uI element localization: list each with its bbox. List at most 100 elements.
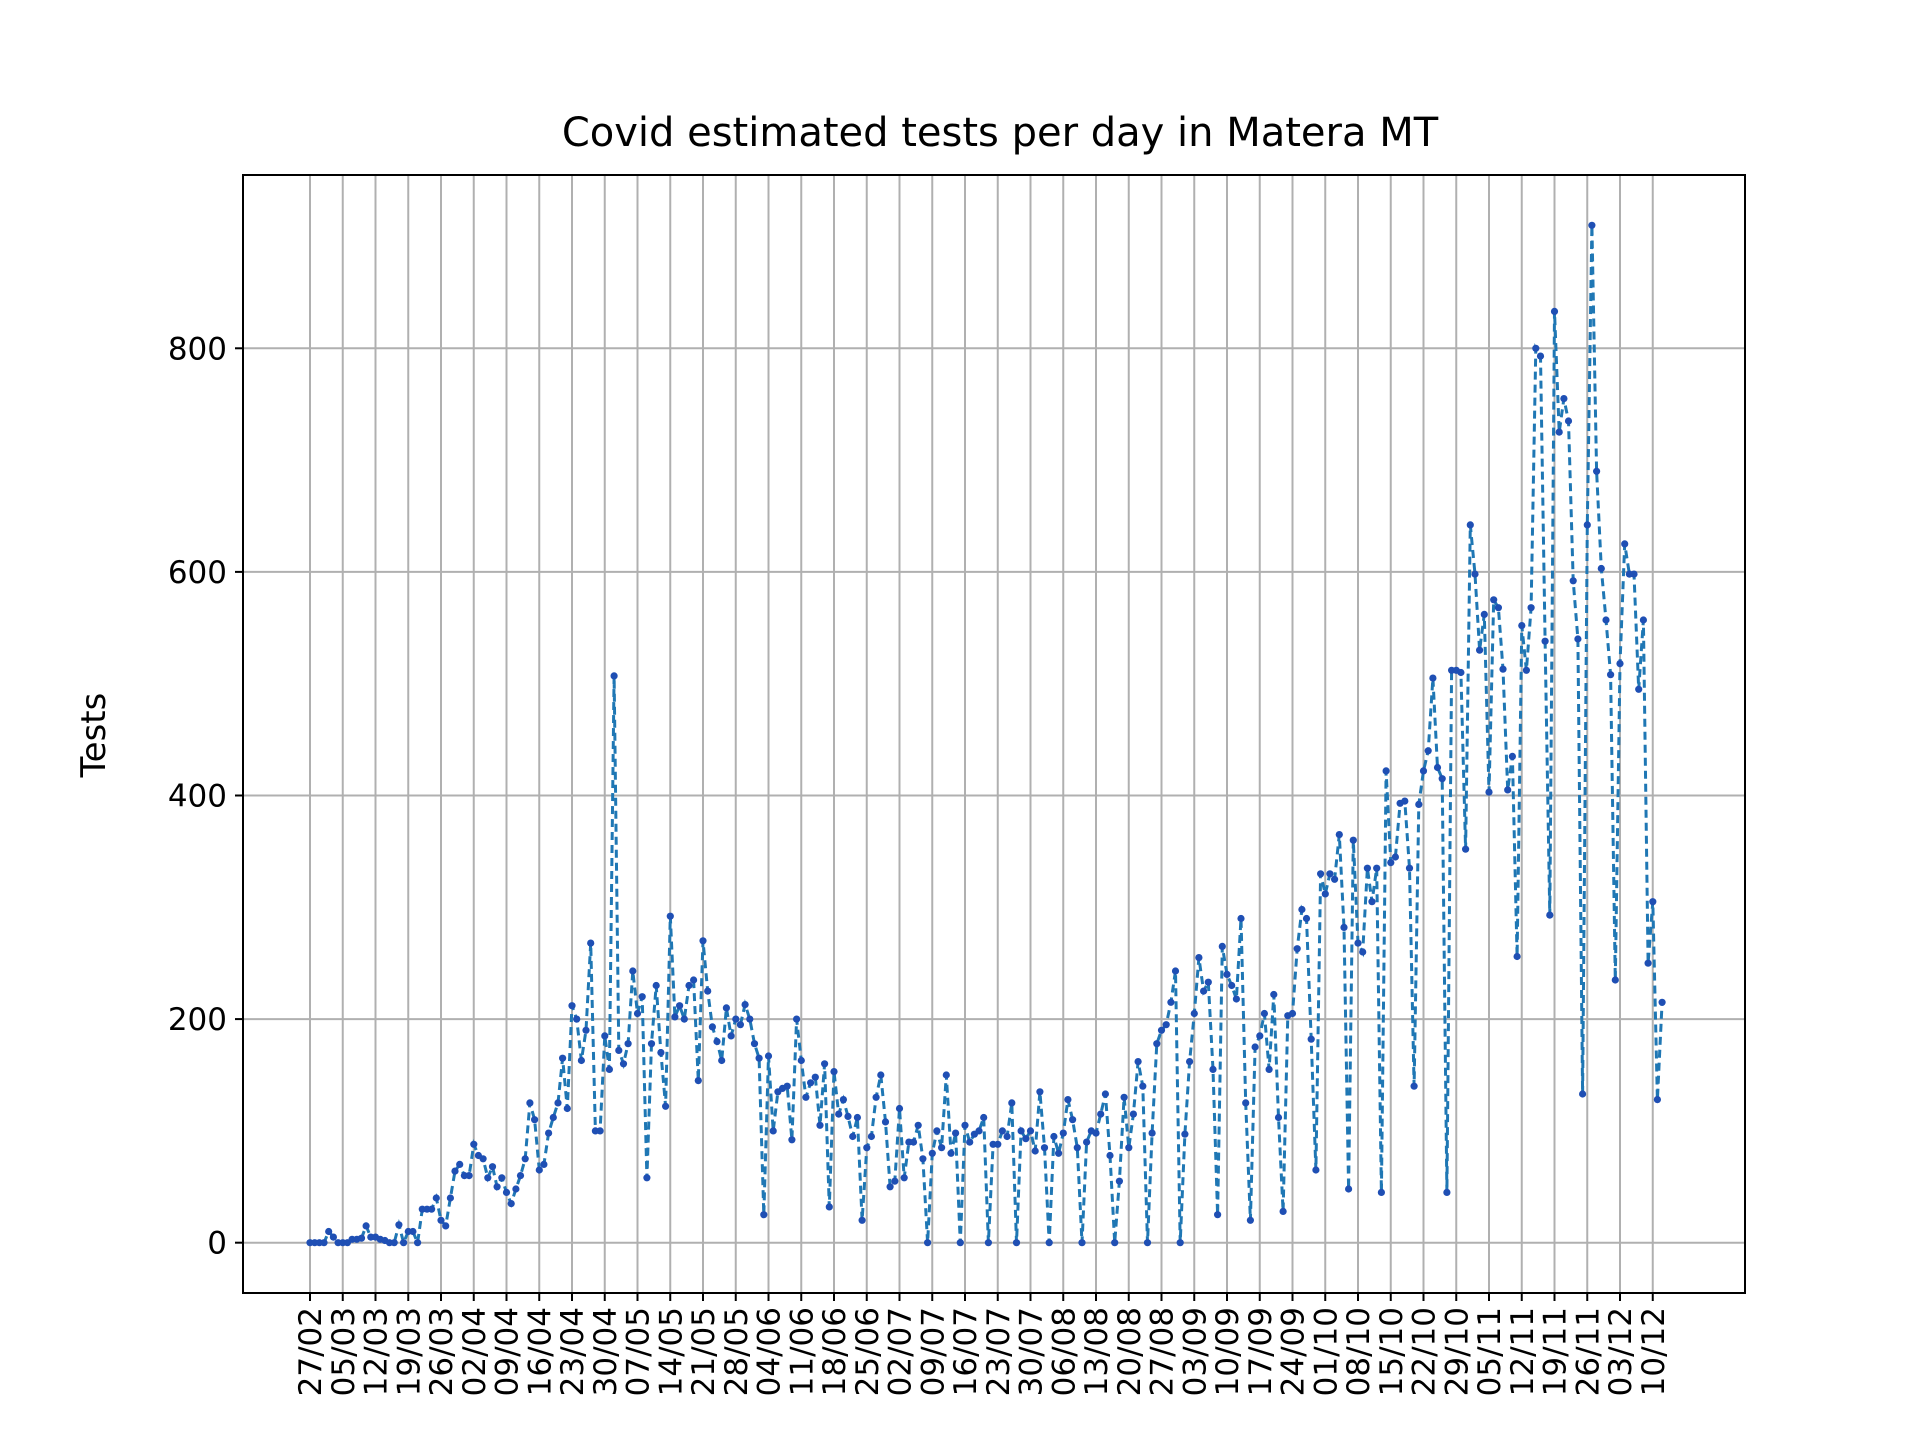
x-tick-label: 24/09 [1276, 1307, 1312, 1396]
data-point [1653, 1096, 1661, 1104]
data-point [1256, 1032, 1264, 1040]
data-point [1527, 604, 1535, 612]
data-point [1410, 1082, 1418, 1090]
data-point [891, 1177, 899, 1185]
x-tick-label: 19/03 [391, 1307, 427, 1396]
data-point [1363, 864, 1371, 872]
data-point [502, 1188, 511, 1196]
data-point [1003, 1132, 1011, 1141]
data-point [638, 993, 646, 1001]
data-point [1377, 1188, 1385, 1196]
data-point [465, 1172, 473, 1180]
data-point [1031, 1147, 1039, 1155]
data-point [1186, 1058, 1194, 1066]
data-point [1106, 1151, 1114, 1160]
data-point [1387, 859, 1395, 867]
data-point [1335, 831, 1343, 839]
data-point [708, 1023, 717, 1031]
data-point [966, 1138, 974, 1146]
data-point [1232, 995, 1240, 1003]
data-point [1536, 352, 1545, 360]
x-tick-label: 14/05 [653, 1307, 689, 1396]
x-tick-label: 01/10 [1308, 1307, 1344, 1396]
data-point [1326, 870, 1334, 878]
x-tick-label: 17/09 [1243, 1307, 1279, 1396]
x-tick-label: 30/07 [1014, 1307, 1050, 1396]
data-point [1401, 797, 1409, 805]
data-point [1097, 1110, 1105, 1118]
chart-title: Covid estimated tests per day in Matera … [562, 110, 1439, 156]
data-point [956, 1239, 964, 1247]
data-point [769, 1127, 777, 1135]
data-point [1462, 845, 1470, 853]
data-point [1190, 1009, 1198, 1018]
data-point [825, 1203, 833, 1211]
data-point [428, 1205, 436, 1213]
data-point [849, 1132, 857, 1141]
data-point [409, 1227, 417, 1236]
data-point [1181, 1130, 1189, 1138]
data-point [1139, 1082, 1147, 1090]
data-point [1485, 788, 1493, 796]
data-point [652, 981, 660, 990]
data-point [807, 1079, 815, 1087]
data-point [1270, 990, 1278, 999]
data-point [1055, 1149, 1063, 1157]
y-axis: 0 200 400 600 800 [168, 331, 243, 1262]
data-point [1546, 911, 1554, 919]
data-point [1214, 1211, 1222, 1219]
data-point [671, 1013, 679, 1021]
x-tick-label: 12/11 [1505, 1307, 1541, 1396]
data-point [975, 1127, 983, 1135]
data-point [526, 1099, 534, 1107]
data-point [596, 1127, 604, 1135]
data-point [1120, 1093, 1128, 1101]
data-point [1368, 898, 1376, 906]
data-point [395, 1221, 403, 1229]
y-tick-label: 0 [207, 1226, 227, 1262]
data-point [713, 1037, 721, 1046]
data-point [938, 1144, 946, 1152]
axes-frame [242, 174, 1746, 1294]
data-point [1223, 970, 1231, 979]
data-point [1045, 1239, 1053, 1247]
data-point [531, 1116, 539, 1124]
data-point [1639, 616, 1647, 624]
x-tick-label: 20/08 [1112, 1307, 1148, 1396]
data-point [1532, 344, 1540, 352]
data-point [437, 1216, 445, 1224]
data-point [1635, 685, 1643, 693]
data-point [1579, 1090, 1587, 1098]
x-tick-label: 30/04 [588, 1307, 624, 1396]
data-point [516, 1172, 525, 1180]
data-point [1064, 1096, 1072, 1104]
data-point [1078, 1239, 1086, 1247]
data-point [1499, 665, 1507, 673]
data-point [835, 1110, 843, 1118]
x-tick-label: 09/07 [915, 1307, 951, 1396]
x-tick-label: 16/04 [522, 1307, 558, 1396]
x-tick-label: 03/09 [1177, 1307, 1213, 1396]
data-point [545, 1129, 553, 1137]
x-tick-label: 05/03 [326, 1307, 362, 1396]
data-point [1265, 1065, 1273, 1073]
x-tick-label: 23/07 [981, 1307, 1017, 1396]
data-point [933, 1127, 941, 1135]
data-point [1237, 914, 1245, 923]
data-point [1424, 747, 1432, 755]
data-point [624, 1040, 632, 1048]
data-point [1073, 1144, 1081, 1152]
x-tick-label: 16/07 [948, 1307, 984, 1396]
data-point [1176, 1239, 1184, 1247]
data-point [839, 1096, 848, 1104]
y-tick-label: 200 [168, 1002, 227, 1038]
data-point [1134, 1058, 1142, 1066]
x-tick-label: 27/08 [1145, 1307, 1181, 1396]
data-point [858, 1216, 866, 1224]
data-point [872, 1093, 880, 1101]
data-point [549, 1113, 557, 1122]
data-point [1050, 1132, 1058, 1141]
data-point [1419, 767, 1428, 775]
data-point [1560, 395, 1568, 403]
data-point [1602, 616, 1610, 624]
